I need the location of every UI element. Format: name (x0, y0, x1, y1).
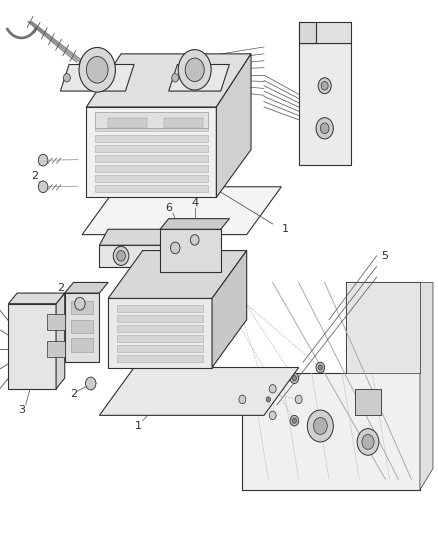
Polygon shape (108, 251, 247, 298)
Circle shape (86, 56, 108, 83)
Circle shape (38, 155, 48, 166)
Polygon shape (65, 282, 108, 293)
Polygon shape (95, 125, 208, 132)
Polygon shape (95, 175, 208, 182)
Polygon shape (8, 304, 56, 389)
Polygon shape (71, 301, 93, 314)
Circle shape (38, 181, 48, 192)
Circle shape (269, 384, 276, 393)
Text: 3: 3 (18, 405, 25, 415)
Polygon shape (95, 135, 208, 142)
Circle shape (117, 251, 125, 261)
Text: 4: 4 (191, 198, 198, 208)
Circle shape (178, 50, 211, 90)
Polygon shape (164, 118, 203, 128)
Polygon shape (299, 22, 351, 43)
Circle shape (292, 375, 297, 381)
Circle shape (290, 415, 299, 426)
Polygon shape (8, 293, 65, 304)
Polygon shape (299, 22, 316, 43)
Circle shape (318, 78, 331, 94)
Circle shape (170, 242, 180, 254)
Polygon shape (99, 245, 160, 266)
Polygon shape (86, 107, 216, 197)
Text: 6: 6 (165, 203, 172, 213)
Text: 2: 2 (70, 389, 77, 399)
Polygon shape (108, 118, 147, 128)
Circle shape (290, 373, 299, 383)
Polygon shape (355, 389, 381, 415)
Circle shape (113, 246, 129, 265)
Circle shape (362, 434, 374, 449)
Polygon shape (86, 54, 251, 107)
Circle shape (264, 394, 273, 405)
Polygon shape (216, 54, 251, 197)
Polygon shape (299, 43, 351, 165)
Polygon shape (99, 229, 169, 245)
Polygon shape (160, 219, 230, 229)
Text: 2: 2 (57, 283, 64, 293)
Text: 2: 2 (31, 171, 38, 181)
Polygon shape (95, 112, 208, 128)
Polygon shape (117, 325, 203, 332)
Circle shape (307, 410, 333, 442)
Polygon shape (95, 155, 208, 162)
Circle shape (185, 58, 204, 82)
Circle shape (320, 123, 329, 134)
Circle shape (172, 74, 179, 82)
Circle shape (85, 377, 96, 390)
Circle shape (75, 297, 85, 310)
Circle shape (64, 74, 71, 82)
Circle shape (269, 411, 276, 419)
Circle shape (239, 395, 246, 403)
Polygon shape (47, 341, 65, 357)
Polygon shape (71, 338, 93, 352)
Circle shape (191, 235, 199, 245)
Polygon shape (212, 251, 247, 368)
Text: 5: 5 (381, 251, 388, 261)
Polygon shape (117, 315, 203, 322)
Text: 1: 1 (135, 421, 142, 431)
Polygon shape (65, 293, 99, 362)
Polygon shape (60, 64, 134, 91)
Circle shape (295, 395, 302, 403)
Polygon shape (47, 314, 65, 330)
Polygon shape (82, 187, 281, 235)
Circle shape (292, 418, 297, 423)
Circle shape (318, 365, 322, 370)
Polygon shape (117, 356, 203, 362)
Text: 1: 1 (282, 224, 289, 235)
Circle shape (314, 417, 327, 434)
Polygon shape (95, 185, 208, 192)
Polygon shape (95, 145, 208, 152)
Polygon shape (242, 282, 420, 490)
Circle shape (321, 82, 328, 90)
Polygon shape (56, 293, 65, 389)
Polygon shape (346, 282, 420, 373)
Circle shape (316, 118, 333, 139)
Circle shape (316, 362, 325, 373)
Circle shape (357, 429, 379, 455)
Polygon shape (99, 368, 299, 415)
Polygon shape (169, 64, 230, 91)
Polygon shape (108, 298, 212, 368)
Circle shape (266, 397, 271, 402)
Circle shape (79, 47, 116, 92)
Polygon shape (117, 345, 203, 352)
Polygon shape (71, 320, 93, 333)
Polygon shape (420, 282, 433, 490)
Polygon shape (95, 165, 208, 172)
Polygon shape (117, 335, 203, 342)
Polygon shape (117, 305, 203, 312)
Polygon shape (160, 229, 221, 272)
